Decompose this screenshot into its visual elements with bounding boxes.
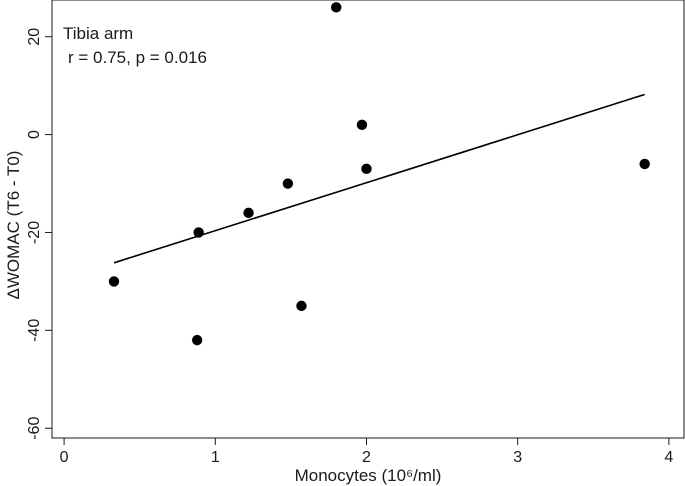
x-tick-label: 0 [60, 449, 69, 466]
y-tick-label: -20 [26, 221, 43, 244]
x-tick-label: 4 [664, 449, 673, 466]
y-axis: 20 0 -20 -40 -60 [26, 28, 52, 440]
y-tick-label: -40 [26, 319, 43, 342]
y-tick-label: 20 [26, 28, 43, 46]
correlation-annotation: r = 0.75, p = 0.016 [68, 48, 207, 67]
x-tick-label: 1 [211, 449, 220, 466]
data-point [296, 300, 307, 312]
x-tick-label: 2 [362, 449, 371, 466]
data-point [193, 227, 204, 238]
data-point [639, 158, 650, 170]
regression-line [113, 93, 645, 264]
data-point [191, 334, 203, 346]
x-axis-label: Monocytes (10⁶/ml) [295, 466, 442, 485]
data-point [361, 163, 372, 175]
y-tick-label: -60 [26, 417, 43, 440]
data-point [331, 2, 342, 13]
x-axis: 0 1 2 3 4 [60, 438, 673, 466]
panel-label: Tibia arm [63, 24, 133, 43]
data-points [108, 2, 650, 346]
y-axis-label: ΔWOMAC (T6 - T0) [4, 151, 23, 300]
y-tick-label: 0 [26, 130, 43, 139]
data-point [243, 207, 254, 219]
data-point [282, 178, 294, 189]
data-point [356, 119, 368, 130]
plot-frame [51, 0, 685, 439]
data-point [108, 276, 120, 287]
x-tick-label: 3 [513, 449, 522, 466]
